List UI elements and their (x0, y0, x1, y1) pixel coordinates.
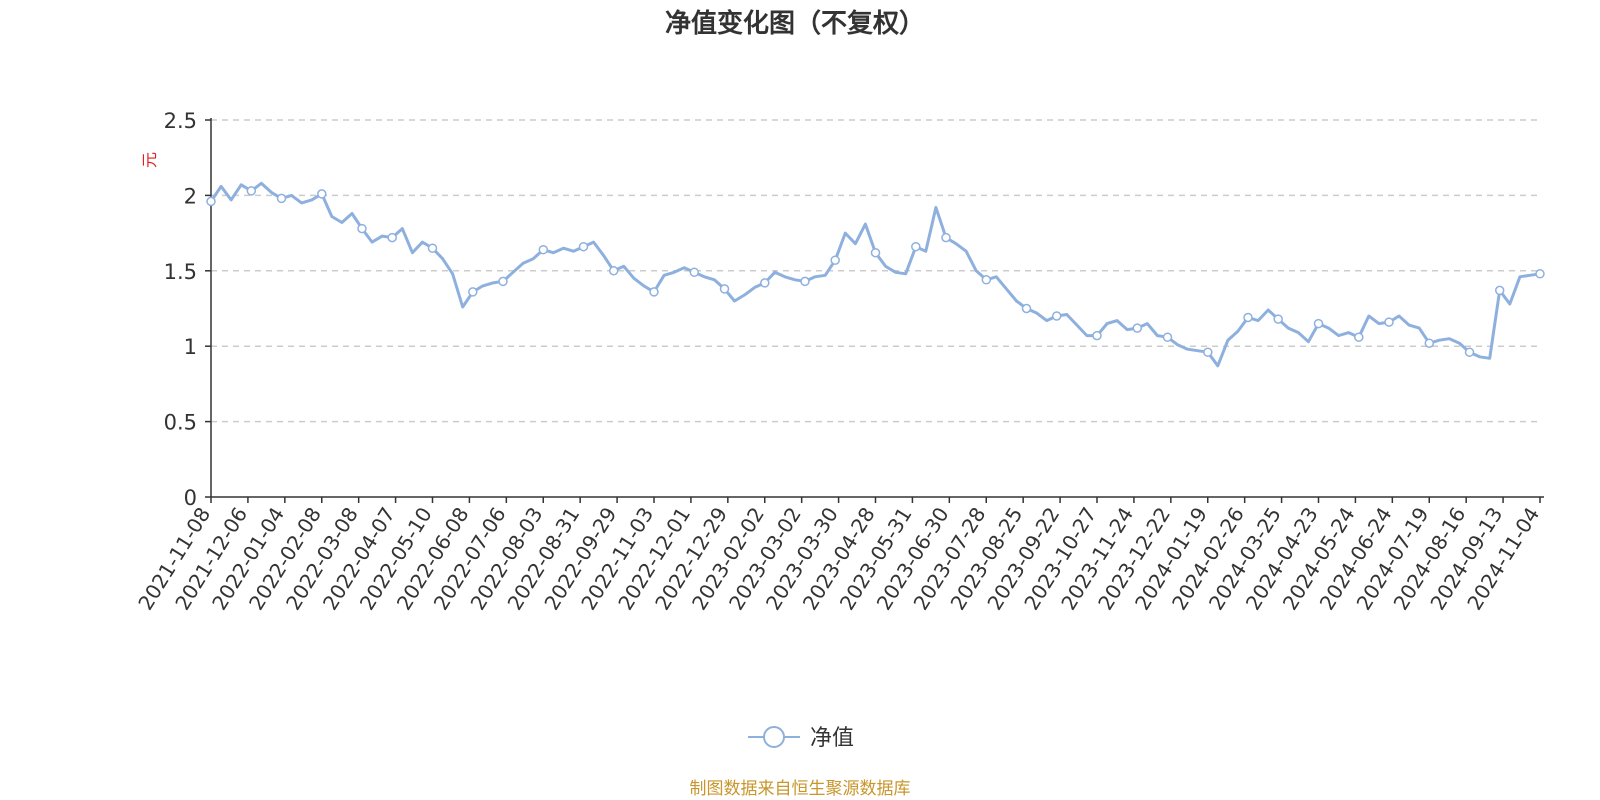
legend[interactable]: 净值 (748, 726, 854, 751)
data-point-marker (1494, 285, 1505, 296)
data-point-marker (1203, 347, 1213, 357)
y-tick-label: 0.5 (164, 411, 197, 435)
data-point-marker (1535, 269, 1545, 279)
data-point-marker (649, 287, 659, 297)
data-point-marker (1132, 323, 1143, 333)
data-point-marker (246, 186, 257, 196)
data-point-marker (578, 241, 589, 252)
data-point-marker (357, 223, 367, 234)
data-point-marker (719, 284, 730, 294)
data-point-marker (1243, 312, 1253, 323)
data-point-marker (206, 196, 216, 207)
data-point-marker (317, 189, 327, 199)
chart-title: 净值变化图（不复权） (665, 8, 925, 39)
data-point-marker (911, 241, 921, 252)
data-point-marker (1464, 347, 1475, 357)
data-point-marker (538, 244, 549, 255)
data-point-marker (1313, 318, 1324, 329)
data-point-marker (830, 255, 840, 265)
data-point-marker (468, 287, 478, 297)
data-point-marker (387, 232, 397, 243)
data-point-marker (870, 247, 881, 258)
data-point-marker (1354, 332, 1364, 342)
data-point-marker (1424, 338, 1435, 348)
data-point-marker (427, 243, 438, 253)
y-tick-label: 1 (184, 335, 197, 359)
y-tick-label: 1.5 (164, 260, 197, 284)
data-point-marker (1384, 317, 1394, 327)
legend-marker-icon (763, 726, 785, 748)
data-point-marker (276, 193, 287, 204)
data-point-marker (1051, 311, 1062, 321)
series-line-group (206, 181, 1545, 368)
data-point-marker (1092, 330, 1102, 341)
data-point-marker (1273, 314, 1283, 324)
y-tick-label: 2.5 (164, 109, 197, 133)
data-point-marker (981, 275, 992, 285)
axes: 00.511.522.52021-11-082021-12-062022-01-… (133, 109, 1544, 614)
data-point-marker (1162, 332, 1173, 342)
data-point-marker (608, 266, 619, 276)
data-point-marker (689, 267, 700, 278)
data-source-note: 制图数据来自恒生聚源数据库 (690, 779, 911, 799)
data-point-marker (760, 278, 770, 288)
legend-label: 净值 (810, 726, 854, 751)
data-point-marker (1021, 303, 1032, 314)
grid-lines (211, 119, 1540, 423)
data-point-marker (800, 276, 810, 287)
data-point-marker (941, 232, 951, 243)
series-line (209, 181, 1541, 368)
y-tick-label: 0 (184, 486, 197, 510)
y-tick-label: 2 (184, 184, 197, 208)
y-axis-unit-label: 元 (140, 152, 159, 168)
data-point-marker (498, 276, 508, 287)
